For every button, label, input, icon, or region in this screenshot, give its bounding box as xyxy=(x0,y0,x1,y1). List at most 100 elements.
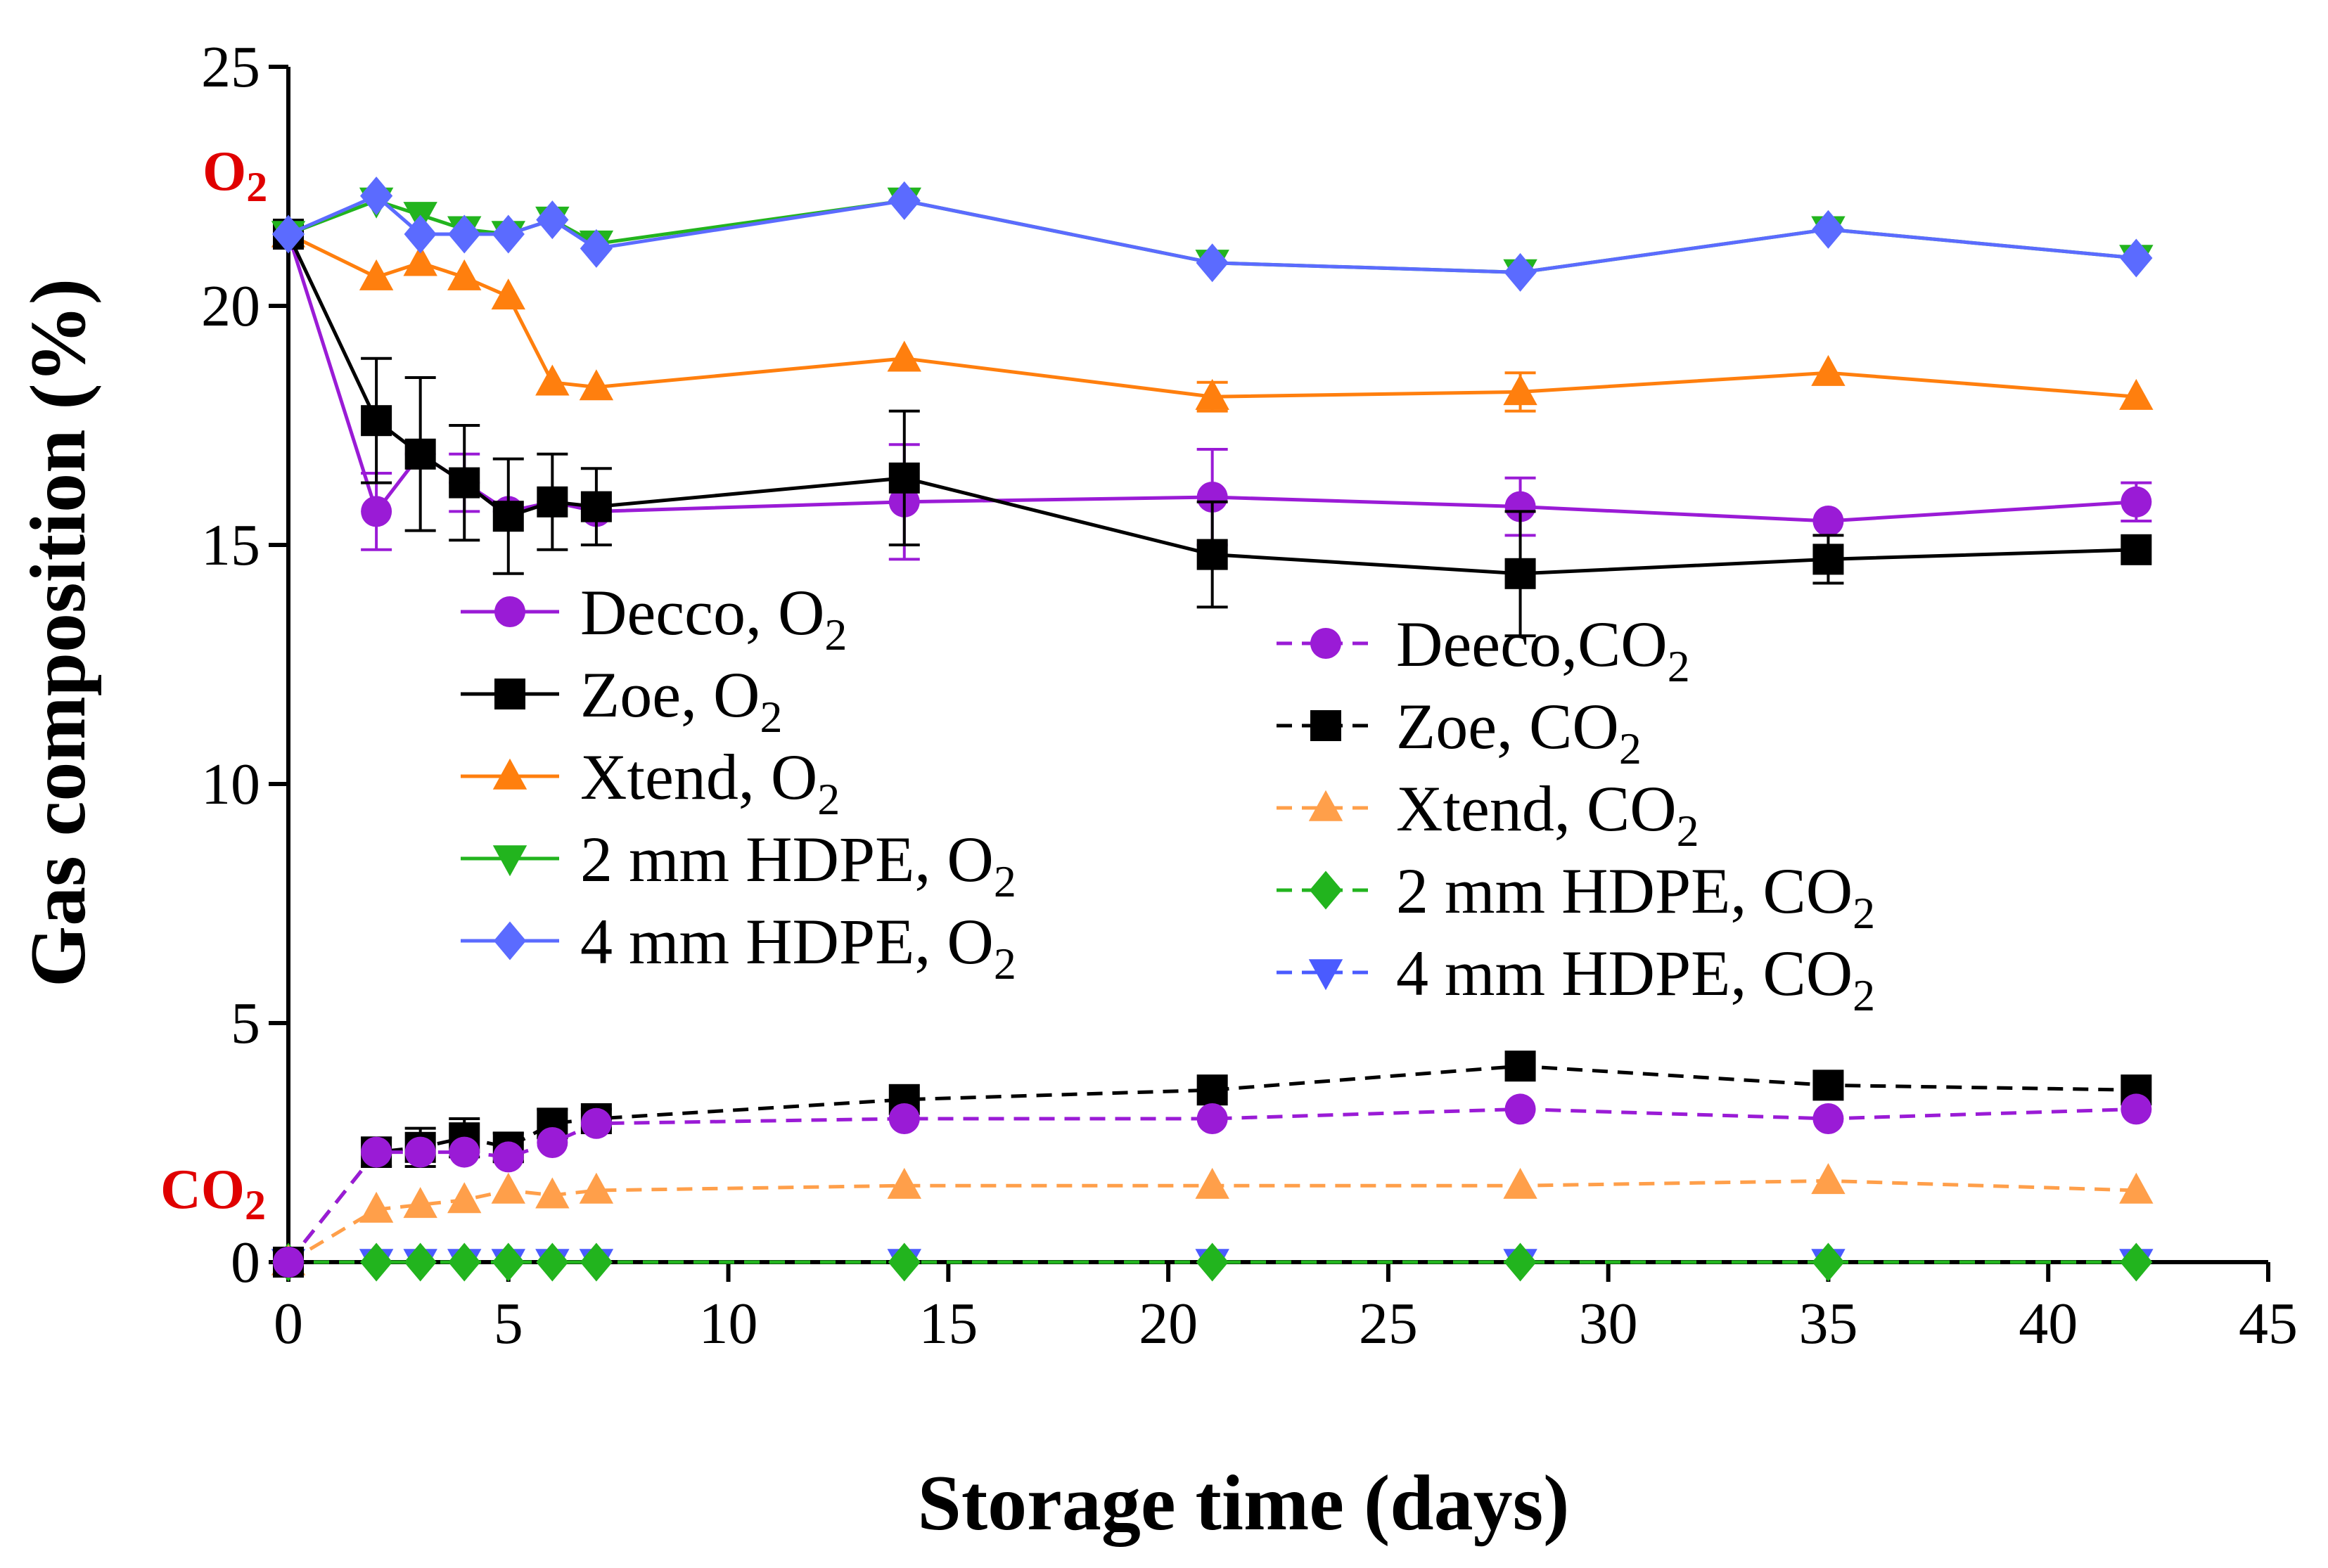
series-1 xyxy=(273,219,2152,638)
marker-triangle-up xyxy=(579,1172,614,1204)
y-axis-title: Gas composition (%) xyxy=(15,278,102,987)
marker-circle xyxy=(1504,1093,1536,1125)
legend-item-6: Zoe, CO2 xyxy=(1277,690,1642,773)
legend-label: 2 mm HDPE, CO2 xyxy=(1396,855,1875,938)
marker-diamond xyxy=(536,1242,569,1282)
marker-diamond xyxy=(1812,210,1845,249)
marker-triangle-up xyxy=(1308,790,1343,821)
legend-label: Zoe, CO2 xyxy=(1396,690,1642,773)
marker-triangle-up xyxy=(1503,374,1537,406)
legend-label-text: Xtend, O xyxy=(580,741,817,813)
marker-square xyxy=(404,438,436,470)
marker-circle xyxy=(888,1103,920,1134)
y-tick-label: 25 xyxy=(201,34,260,100)
marker-triangle-up xyxy=(447,259,482,290)
marker-circle xyxy=(2121,486,2152,518)
legend-label-subscript: 2 xyxy=(1677,806,1699,856)
legend-label-subscript: 2 xyxy=(1668,641,1690,691)
legend-label-text: 4 mm HDPE, CO xyxy=(1396,937,1853,1009)
marker-triangle-up xyxy=(1195,1167,1229,1199)
y-tick-label: 0 xyxy=(231,1230,260,1295)
legend-label-text: Zoe, CO xyxy=(1396,690,1619,762)
legend-item-3: 2 mm HDPE, O2 xyxy=(461,823,1016,906)
marker-square xyxy=(361,405,392,437)
marker-square xyxy=(449,467,480,499)
marker-square xyxy=(1504,558,1536,589)
marker-diamond xyxy=(1309,870,1343,910)
series-4 xyxy=(271,176,2153,292)
legend-item-7: Xtend, CO2 xyxy=(1277,773,1699,856)
series-8 xyxy=(271,1242,2153,1282)
marker-circle xyxy=(449,1136,480,1168)
legend-label-subscript: 2 xyxy=(1853,970,1875,1020)
marker-square xyxy=(492,501,524,532)
legend-label: 4 mm HDPE, CO2 xyxy=(1396,937,1875,1020)
marker-diamond xyxy=(2120,238,2153,278)
marker-diamond xyxy=(404,1242,437,1282)
marker-triangle-up xyxy=(491,1172,525,1204)
marker-circle xyxy=(1196,482,1228,513)
x-tick-label: 30 xyxy=(1579,1291,1638,1356)
y-tick-label: 5 xyxy=(231,991,260,1056)
marker-square xyxy=(1196,539,1228,570)
marker-triangle-up xyxy=(1503,1167,1537,1199)
annotation-text: O xyxy=(203,141,246,203)
plot-series xyxy=(271,176,2154,1282)
series-7 xyxy=(271,1163,2154,1275)
legend-label-subscript: 2 xyxy=(1853,888,1875,938)
x-tick-label: 0 xyxy=(274,1291,303,1356)
marker-triangle-up xyxy=(403,1187,437,1219)
legend-label-subscript: 2 xyxy=(994,856,1016,906)
marker-diamond xyxy=(1504,252,1537,292)
marker-square xyxy=(580,491,612,522)
marker-triangle-up xyxy=(535,364,570,396)
legend-label: Decco, O2 xyxy=(580,577,847,660)
marker-diamond xyxy=(404,214,437,254)
legend-item-0: Decco, O2 xyxy=(461,577,847,660)
legend-label-text: 2 mm HDPE, O xyxy=(580,823,994,895)
marker-diamond xyxy=(492,1242,525,1282)
marker-circle xyxy=(1504,491,1536,522)
x-tick-label: 35 xyxy=(1798,1291,1857,1356)
y-tick-label: 15 xyxy=(201,513,260,578)
x-tick-label: 25 xyxy=(1359,1291,1418,1356)
annotation-text: CO xyxy=(160,1159,245,1221)
legend-label-text: 4 mm HDPE, O xyxy=(580,906,994,977)
legend-item-4: 4 mm HDPE, O2 xyxy=(461,906,1016,989)
marker-square xyxy=(1812,1069,1844,1101)
o2-annotation: O2 xyxy=(203,141,267,210)
marker-triangle-up xyxy=(403,245,437,276)
marker-triangle-up xyxy=(359,259,394,290)
x-tick-label: 10 xyxy=(699,1291,758,1356)
legend-label-text: Decco, O xyxy=(580,577,824,648)
x-tick-label: 5 xyxy=(494,1291,523,1356)
x-tick-label: 20 xyxy=(1139,1291,1198,1356)
marker-diamond xyxy=(448,1242,481,1282)
marker-circle xyxy=(1812,506,1844,536)
marker-diamond xyxy=(448,214,481,254)
x-axis-title: Storage time (days) xyxy=(918,1460,1570,1547)
marker-diamond xyxy=(1196,243,1229,283)
marker-square xyxy=(888,462,920,494)
marker-triangle-down xyxy=(492,845,527,877)
marker-triangle-up xyxy=(492,758,527,790)
marker-circle xyxy=(273,1247,304,1278)
legend-label-text: Deeco,CO xyxy=(1396,608,1668,680)
series-5 xyxy=(273,1093,2152,1278)
legend-label-text: 2 mm HDPE, CO xyxy=(1396,855,1853,927)
marker-diamond xyxy=(888,181,921,220)
legend-label: Deeco,CO2 xyxy=(1396,608,1690,691)
legend-label: Xtend, CO2 xyxy=(1396,773,1699,856)
legend-label-text: Zoe, O xyxy=(580,659,760,731)
marker-diamond xyxy=(536,200,569,240)
legend-label-subscript: 2 xyxy=(817,774,840,824)
marker-triangle-up xyxy=(359,1191,394,1223)
x-tick-label: 45 xyxy=(2239,1291,2298,1356)
marker-square xyxy=(1504,1050,1536,1082)
marker-triangle-down xyxy=(1308,959,1343,991)
legend-item-2: Xtend, O2 xyxy=(461,741,840,824)
